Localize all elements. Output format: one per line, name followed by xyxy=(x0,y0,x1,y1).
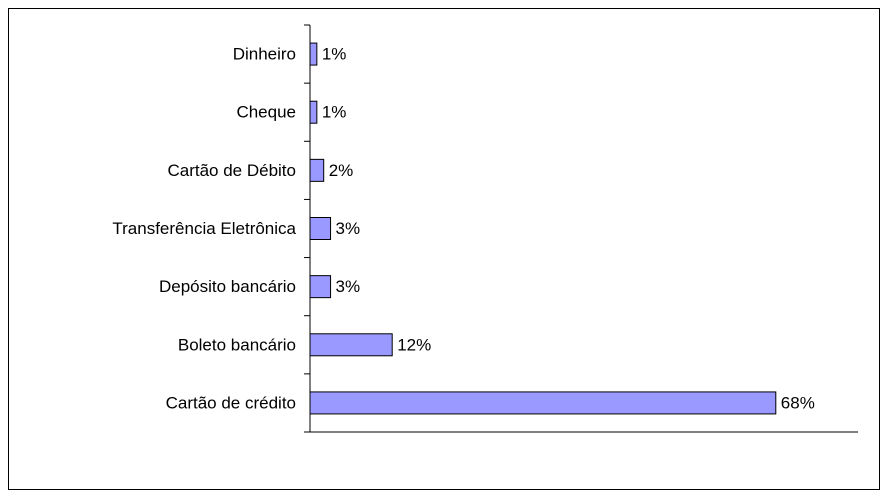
y-tick-label: Transferência Eletrônica xyxy=(112,219,296,238)
data-label: 2% xyxy=(329,161,354,180)
data-label: 3% xyxy=(336,219,361,238)
y-tick-label: Cartão de Débito xyxy=(167,161,296,180)
y-tick-label: Depósito bancário xyxy=(159,277,296,296)
data-label: 3% xyxy=(336,277,361,296)
bar xyxy=(309,391,777,415)
bar xyxy=(309,275,332,299)
y-tick-label: Cheque xyxy=(236,103,296,122)
y-tick-label: Dinheiro xyxy=(233,45,296,64)
bar xyxy=(309,100,318,124)
data-label: 1% xyxy=(322,103,347,122)
data-label: 1% xyxy=(322,45,347,64)
bar xyxy=(309,158,325,182)
bar xyxy=(309,42,318,66)
bar xyxy=(309,217,332,240)
bar xyxy=(309,333,393,357)
data-label: 12% xyxy=(397,335,431,354)
data-label: 68% xyxy=(781,393,815,412)
y-tick-label: Boleto bancário xyxy=(178,335,296,354)
y-tick-label: Cartão de crédito xyxy=(166,393,296,412)
chart-border xyxy=(8,8,880,490)
